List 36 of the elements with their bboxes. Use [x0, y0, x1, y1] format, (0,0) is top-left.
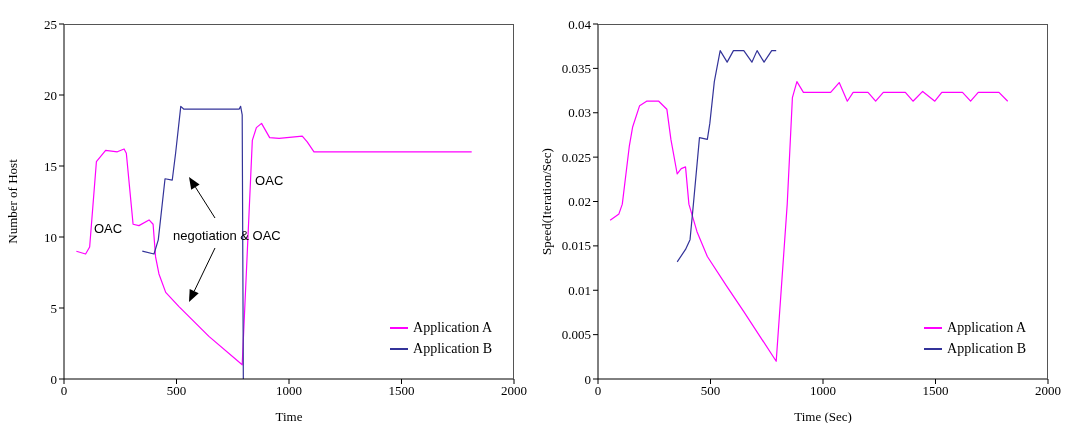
y-tick-label: 0.005 [561, 327, 591, 343]
legend-label: Application A [413, 319, 492, 337]
x-tick-label: 1500 [388, 383, 415, 399]
y-axis-title: Number of Host [4, 158, 20, 244]
y-tick-label: 0 [50, 371, 57, 387]
y-tick-label: 0.04 [568, 16, 592, 32]
y-tick-label: 25 [44, 16, 57, 32]
x-tick-label: 0 [594, 383, 602, 399]
legend-label: Application B [413, 340, 492, 358]
annotation: OAC [255, 172, 284, 188]
annotation: OAC [94, 220, 123, 236]
y-tick-label: 5 [50, 300, 57, 316]
y-tick-label: 0 [584, 371, 591, 387]
line-series [676, 50, 777, 263]
y-tick-label: 0.01 [568, 282, 591, 298]
x-tick-label: 1000 [276, 383, 302, 399]
x-axis-title: Time (Sec) [794, 409, 852, 424]
x-tick-label: 2000 [501, 383, 527, 399]
legend-label: Application A [947, 319, 1026, 337]
y-tick-label: 15 [44, 158, 57, 174]
x-tick-label: 0 [60, 383, 68, 399]
x-tick-label: 1500 [922, 383, 949, 399]
y-tick-label: 0.035 [561, 60, 591, 76]
legend-label: Application B [947, 340, 1026, 358]
y-tick-label: 10 [44, 229, 57, 245]
x-tick-label: 500 [166, 383, 187, 399]
x-tick-label: 500 [700, 383, 721, 399]
y-tick-label: 0.02 [568, 194, 591, 210]
y-tick-label: 0.015 [561, 238, 591, 254]
x-tick-label: 1000 [810, 383, 836, 399]
x-axis-title: Time [275, 409, 303, 424]
y-tick-label: 20 [44, 87, 57, 103]
y-tick-label: 0.025 [561, 149, 591, 165]
x-tick-label: 2000 [1035, 383, 1061, 399]
y-axis-title: Speed(Iteration/Sec) [538, 148, 554, 255]
y-tick-label: 0.03 [568, 105, 591, 121]
